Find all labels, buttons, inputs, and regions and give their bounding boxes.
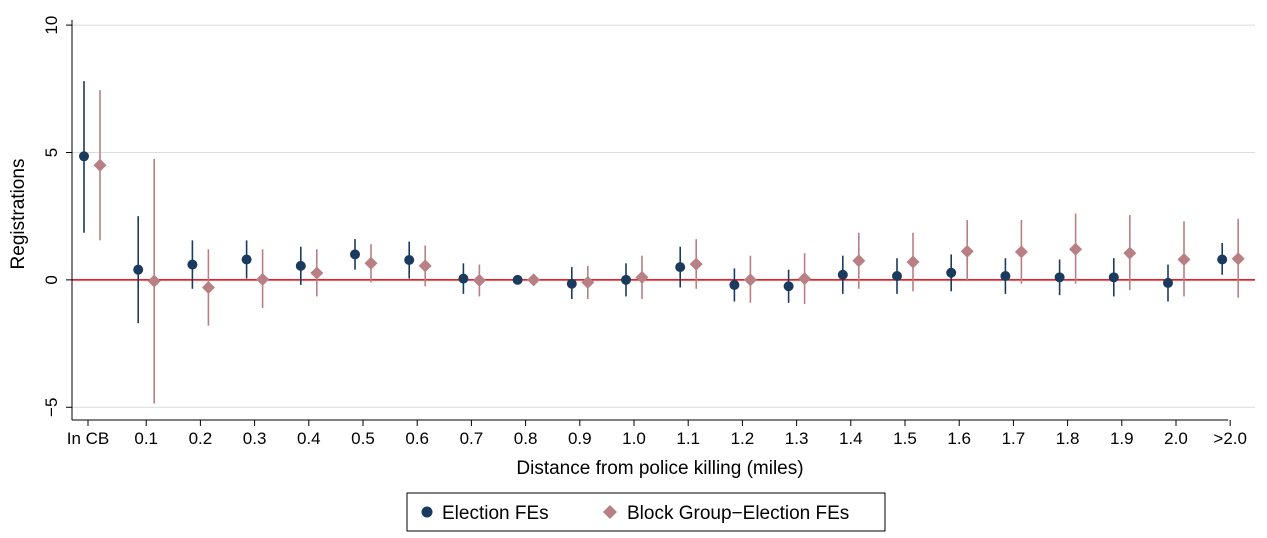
election-point bbox=[675, 262, 686, 273]
blockgroup-point bbox=[1231, 252, 1245, 266]
x-tick-label: 0.2 bbox=[189, 429, 213, 448]
blockgroup-point bbox=[960, 244, 974, 258]
election-point bbox=[946, 267, 957, 278]
x-tick-label: 0.1 bbox=[134, 429, 158, 448]
legend-marker-blockgroup bbox=[603, 505, 617, 519]
election-point bbox=[892, 271, 902, 282]
x-tick-label: 1.0 bbox=[622, 429, 646, 448]
x-tick-label: 1.3 bbox=[785, 429, 809, 448]
legend: Election FEs Block Group−Election FEs bbox=[406, 492, 886, 532]
x-tick-label: 0.5 bbox=[351, 429, 375, 448]
blockgroup-point bbox=[527, 273, 541, 287]
election-point bbox=[241, 254, 252, 265]
x-axis-title: Distance from police killing (miles) bbox=[516, 458, 803, 479]
blockgroup-point bbox=[1014, 245, 1028, 259]
x-tick-label: In CB bbox=[67, 429, 110, 448]
blockgroup-point bbox=[472, 273, 486, 287]
election-point bbox=[729, 279, 740, 290]
x-tick-label: >2.0 bbox=[1213, 429, 1247, 448]
x-tick-label: 0.7 bbox=[460, 429, 484, 448]
x-tick-label: 1.1 bbox=[676, 429, 700, 448]
blockgroup-point bbox=[93, 158, 107, 172]
x-tick-label: 0.8 bbox=[514, 429, 538, 448]
legend-label-blockgroup: Block Group−Election FEs bbox=[627, 503, 849, 524]
x-tick-label: 1.8 bbox=[1056, 429, 1080, 448]
election-point bbox=[133, 264, 144, 275]
grid-lines bbox=[72, 24, 1255, 408]
y-tick-label: 5 bbox=[42, 148, 61, 157]
x-tick-label: 1.2 bbox=[731, 429, 755, 448]
election-point bbox=[837, 269, 848, 280]
y-tick-label: 10 bbox=[42, 16, 61, 35]
legend-marker-election bbox=[421, 506, 433, 518]
election-point bbox=[187, 259, 198, 270]
election-point bbox=[783, 281, 794, 292]
blockgroup-point bbox=[689, 257, 703, 271]
blockgroup-point bbox=[1069, 242, 1083, 256]
x-tick-label: 0.9 bbox=[568, 429, 592, 448]
blockgroup-point bbox=[310, 266, 324, 280]
blockgroup-point bbox=[798, 272, 812, 286]
blockgroup-point bbox=[906, 255, 920, 269]
blockgroup-point bbox=[852, 254, 866, 268]
x-tick-label: 0.6 bbox=[405, 429, 429, 448]
election-point bbox=[1217, 254, 1228, 265]
x-tick-label: 1.6 bbox=[947, 429, 971, 448]
x-tick-label: 1.9 bbox=[1110, 429, 1134, 448]
blockgroup-point bbox=[743, 273, 757, 287]
election-point bbox=[1054, 272, 1065, 283]
election-point bbox=[566, 278, 577, 289]
data-marks bbox=[79, 81, 1245, 404]
x-tick-label: 1.4 bbox=[839, 429, 863, 448]
blockgroup-point bbox=[1123, 246, 1137, 260]
blockgroup-point bbox=[635, 270, 649, 284]
legend-label-election: Election FEs bbox=[442, 503, 549, 524]
election-point bbox=[458, 273, 469, 284]
election-point bbox=[1108, 272, 1119, 283]
blockgroup-point bbox=[201, 281, 215, 295]
election-point bbox=[295, 260, 306, 271]
blockgroup-point bbox=[418, 259, 432, 273]
x-tick-label: 1.5 bbox=[893, 429, 917, 448]
y-tick-label: −5 bbox=[42, 398, 61, 417]
blockgroup-point bbox=[256, 272, 270, 286]
y-axis-title: Registrations bbox=[8, 159, 29, 270]
blockgroup-point bbox=[147, 274, 161, 288]
blockgroup-point bbox=[581, 275, 595, 289]
election-point bbox=[404, 255, 415, 265]
blockgroup-point bbox=[1177, 252, 1191, 266]
y-tick-label: 0 bbox=[42, 275, 61, 284]
x-tick-label: 0.3 bbox=[243, 429, 267, 448]
blockgroup-point bbox=[364, 256, 378, 270]
x-tick-label: 0.4 bbox=[297, 429, 321, 448]
legend-box bbox=[406, 492, 886, 532]
election-point bbox=[1163, 277, 1173, 288]
axes: −5 0 5 10 In CB 0.1 0.2 0.3 0.4 0.5 0.6 0.7 0.8 0.9 1.… bbox=[42, 16, 1247, 448]
election-point bbox=[350, 249, 360, 260]
election-point bbox=[621, 274, 631, 285]
x-tick-label: 2.0 bbox=[1164, 429, 1188, 448]
election-point bbox=[1000, 271, 1011, 282]
x-tick-label: 1.7 bbox=[1002, 429, 1026, 448]
election-point bbox=[512, 274, 523, 285]
election-point bbox=[79, 151, 89, 162]
